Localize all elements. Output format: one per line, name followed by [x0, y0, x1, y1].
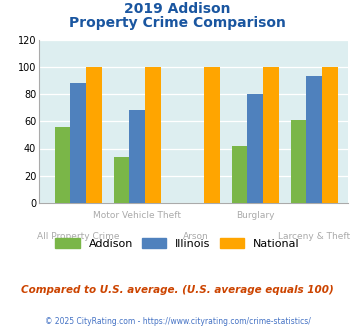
Text: Burglary: Burglary	[236, 211, 274, 220]
Text: Compared to U.S. average. (U.S. average equals 100): Compared to U.S. average. (U.S. average …	[21, 285, 334, 295]
Text: © 2025 CityRating.com - https://www.cityrating.com/crime-statistics/: © 2025 CityRating.com - https://www.city…	[45, 317, 310, 326]
Text: Larceny & Theft: Larceny & Theft	[278, 232, 350, 241]
Bar	[204, 67, 220, 203]
Bar	[322, 67, 338, 203]
Text: Arson: Arson	[184, 232, 209, 241]
Legend: Addison, Illinois, National: Addison, Illinois, National	[51, 234, 304, 253]
Bar	[306, 76, 322, 203]
Bar	[291, 120, 306, 203]
Bar	[86, 67, 102, 203]
Bar	[114, 157, 130, 203]
Text: Property Crime Comparison: Property Crime Comparison	[69, 16, 286, 30]
Bar	[232, 146, 247, 203]
Text: 2019 Addison: 2019 Addison	[124, 2, 231, 16]
Bar	[145, 67, 161, 203]
Text: All Property Crime: All Property Crime	[37, 232, 120, 241]
Bar	[247, 94, 263, 203]
Bar	[263, 67, 279, 203]
Text: Motor Vehicle Theft: Motor Vehicle Theft	[93, 211, 181, 220]
Bar	[130, 111, 145, 203]
Bar	[55, 127, 71, 203]
Bar	[71, 83, 86, 203]
